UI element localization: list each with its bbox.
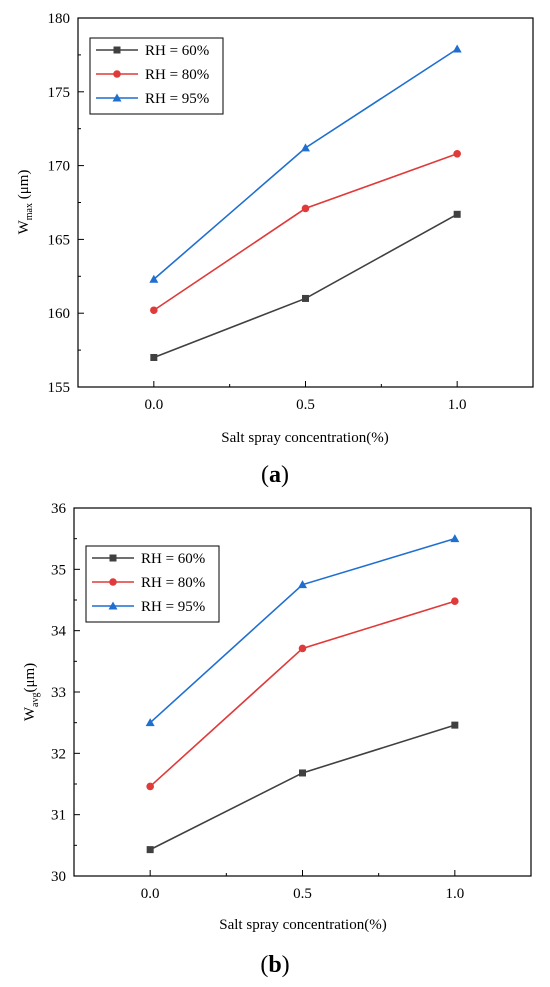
chart-a-x-tick-label: 0.5 [296, 397, 315, 413]
chart-b-legend-marker [109, 554, 117, 562]
chart-b-y-tick-label: 33 [51, 685, 66, 701]
chart-b-panel-label: (b) [260, 952, 289, 978]
chart-b-y-label-sub: avg [30, 693, 41, 707]
chart-b: 30 31 32 33 34 35 36 0.0 0.5 1.0 RH = 60% RH = 80… [22, 501, 532, 978]
chart-b-data-point [298, 644, 307, 653]
chart-b-x-tick-label: 0.0 [141, 886, 160, 902]
chart-b-legend-label: RH = 60% [141, 551, 205, 567]
chart-a-panel-letter: a [269, 462, 281, 488]
chart-a-legend: RH = 60% RH = 80% RH = 95% [89, 37, 224, 115]
chart-b-series-line-2 [149, 600, 456, 788]
chart-b-y-label-base: W [22, 706, 38, 721]
chart-b-data-point [451, 721, 459, 729]
chart-b-x-axis-label: Salt spray concentration(%) [219, 917, 386, 933]
chart-b-data-point [146, 846, 154, 854]
chart-a-legend-label: RH = 80% [145, 67, 209, 83]
chart-b-y-label-unit: (μm) [22, 663, 38, 693]
chart-b-data-point [146, 782, 154, 791]
chart-a-y-tick-label: 165 [48, 232, 71, 248]
chart-b-data-point [451, 597, 459, 606]
chart-a-y-tick-label: 175 [48, 85, 71, 101]
chart-a-x-axis-label: Salt spray concentration(%) [221, 430, 388, 446]
chart-a-legend-marker [113, 46, 121, 54]
chart-b-x-axis: 0.0 0.5 1.0 [141, 870, 464, 902]
chart-a-series-line-1 [153, 213, 458, 359]
chart-a-series-line-2 [153, 153, 458, 311]
chart-b-legend: RH = 60% RH = 80% RH = 95% [85, 545, 220, 623]
chart-b-y-tick-label: 35 [51, 562, 66, 578]
chart-b-y-axis-label: Wavg(μm) [22, 663, 41, 721]
chart-b-y-tick-label: 32 [51, 746, 66, 762]
chart-b-data-point [450, 534, 460, 543]
chart-a-data-point [453, 210, 461, 218]
chart-b-legend-label: RH = 95% [141, 599, 205, 615]
chart-b-panel-letter: b [268, 952, 281, 978]
chart-a-legend-marker [112, 93, 122, 102]
chart-b-y-tick-label: 31 [51, 808, 66, 824]
chart-a-data-point [453, 149, 461, 158]
chart-b-y-tick-label: 34 [51, 624, 67, 640]
chart-a-data-point [150, 306, 158, 315]
chart-a-y-label-base: W [16, 219, 32, 234]
chart-a-panel-label: (a) [261, 462, 289, 488]
chart-b-legend-marker [108, 601, 118, 610]
chart-a-data-point [301, 204, 310, 213]
chart-a-series [149, 44, 462, 361]
chart-b-legend-marker [109, 578, 117, 586]
chart-a-x-axis: 0.0 0.5 1.0 [144, 381, 467, 413]
chart-a-y-tick-label: 180 [48, 11, 71, 27]
chart-b-legend-label: RH = 80% [141, 575, 205, 591]
chart-a-x-tick-label: 1.0 [448, 397, 467, 413]
chart-a-data-point [149, 274, 159, 283]
chart-a-legend-label: RH = 95% [145, 91, 209, 107]
chart-a-data-point [150, 353, 158, 361]
chart-a-legend-marker [113, 70, 121, 78]
chart-b-series [145, 534, 460, 854]
chart-b-y-tick-label: 36 [51, 501, 67, 517]
chart-b-data-point [299, 769, 306, 777]
chart-b-data-point [145, 718, 155, 727]
chart-a-y-tick-label: 155 [48, 380, 71, 396]
chart-b-y-axis: 30 31 32 33 34 35 36 [51, 501, 80, 885]
chart-a-data-point [301, 143, 310, 152]
chart-a-legend-label: RH = 60% [145, 43, 209, 59]
chart-b-x-tick-label: 1.0 [445, 886, 464, 902]
chart-b-data-point [298, 580, 307, 589]
chart-a-y-tick-label: 170 [48, 159, 71, 175]
chart-b-x-tick-label: 0.5 [293, 886, 312, 902]
chart-a-y-axis-label: Wmax (μm) [16, 170, 35, 235]
chart-a-y-label-unit: (μm) [16, 170, 32, 203]
chart-a-data-point [302, 294, 309, 302]
chart-a-y-label-sub: max [24, 203, 35, 220]
chart-a-y-axis: 155 160 165 170 175 180 [48, 11, 84, 396]
chart-a-y-tick-label: 160 [48, 306, 71, 322]
chart-b-y-tick-label: 30 [51, 869, 66, 885]
chart-a-data-point [452, 44, 462, 53]
chart-b-series-line-1 [149, 724, 456, 851]
chart-a-x-tick-label: 0.0 [144, 397, 163, 413]
